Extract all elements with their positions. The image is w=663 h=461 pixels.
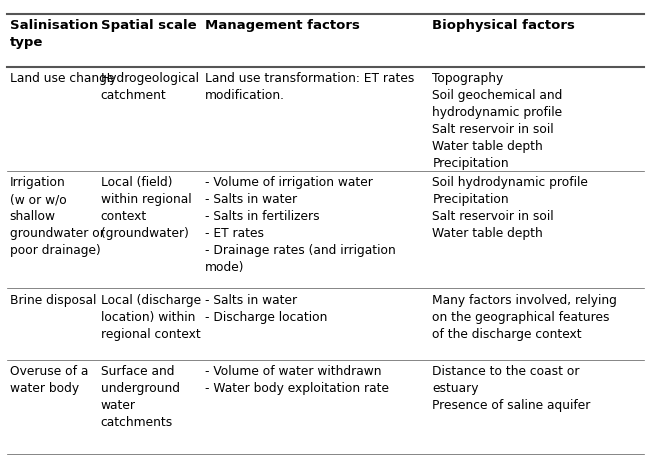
Text: Local (discharge
location) within
regional context: Local (discharge location) within region…	[101, 294, 201, 341]
Text: Surface and
underground
water
catchments: Surface and underground water catchments	[101, 365, 180, 429]
Text: Biophysical factors: Biophysical factors	[432, 19, 575, 32]
Text: - Volume of irrigation water
- Salts in water
- Salts in fertilizers
- ET rates
: - Volume of irrigation water - Salts in …	[205, 176, 396, 274]
Text: Distance to the coast or
estuary
Presence of saline aquifer: Distance to the coast or estuary Presenc…	[432, 365, 591, 412]
Text: Land use change: Land use change	[10, 72, 114, 85]
Text: Brine disposal: Brine disposal	[10, 294, 96, 307]
Text: - Volume of water withdrawn
- Water body exploitation rate: - Volume of water withdrawn - Water body…	[205, 365, 389, 395]
Text: Topography
Soil geochemical and
hydrodynamic profile
Salt reservoir in soil
Wate: Topography Soil geochemical and hydrodyn…	[432, 72, 563, 171]
Text: Irrigation
(w or w/o
shallow
groundwater or
poor drainage): Irrigation (w or w/o shallow groundwater…	[10, 176, 105, 257]
Text: Spatial scale: Spatial scale	[101, 19, 196, 32]
Text: Local (field)
within regional
context
(groundwater): Local (field) within regional context (g…	[101, 176, 192, 240]
Text: Salinisation
type: Salinisation type	[10, 19, 98, 49]
Text: Management factors: Management factors	[205, 19, 360, 32]
Text: Land use transformation: ET rates
modification.: Land use transformation: ET rates modifi…	[205, 72, 414, 102]
Text: Many factors involved, relying
on the geographical features
of the discharge con: Many factors involved, relying on the ge…	[432, 294, 617, 341]
Text: - Salts in water
- Discharge location: - Salts in water - Discharge location	[205, 294, 328, 324]
Text: Soil hydrodynamic profile
Precipitation
Salt reservoir in soil
Water table depth: Soil hydrodynamic profile Precipitation …	[432, 176, 588, 240]
Text: Overuse of a
water body: Overuse of a water body	[10, 365, 88, 395]
Text: Hydrogeological
catchment: Hydrogeological catchment	[101, 72, 200, 102]
